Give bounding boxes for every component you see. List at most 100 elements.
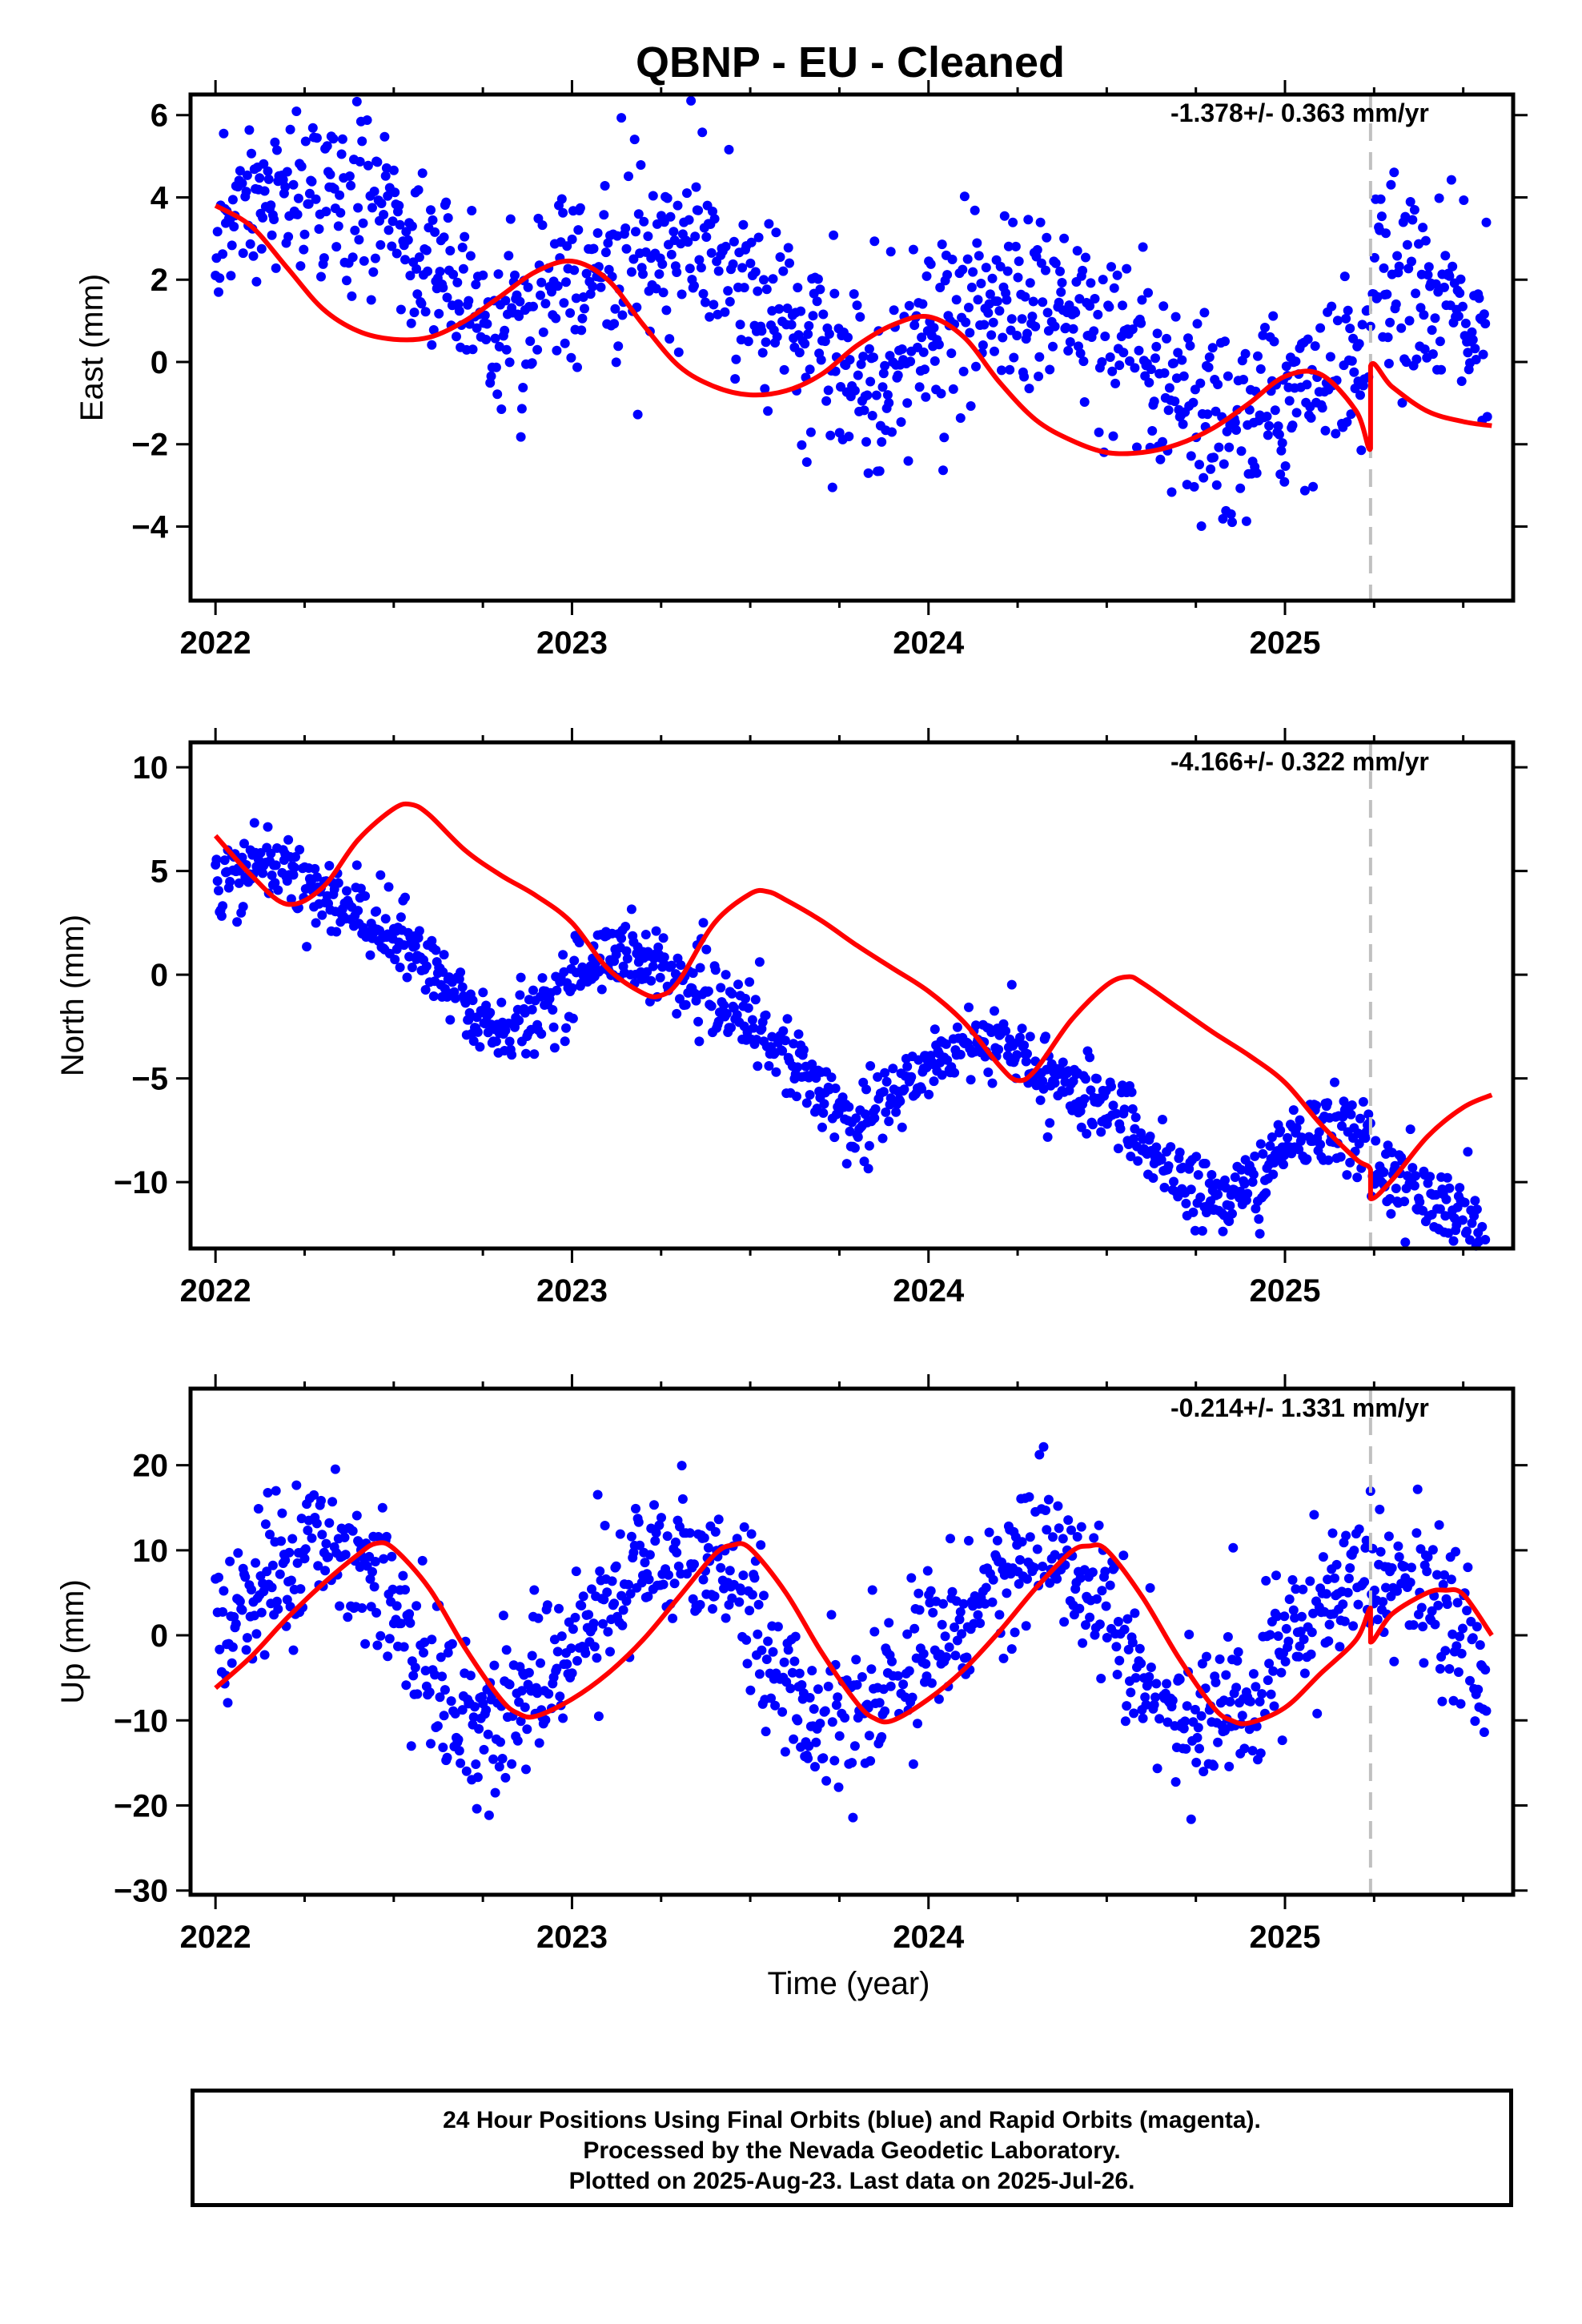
up-data-point — [1162, 1717, 1173, 1727]
up-data-point — [650, 1536, 661, 1546]
up-data-point — [437, 1671, 448, 1682]
east-data-point — [1163, 405, 1174, 416]
north-y-axis-label: North (mm) — [55, 915, 90, 1076]
north-data-point — [1480, 1235, 1491, 1244]
up-data-point — [1215, 1654, 1225, 1664]
north-data-point — [1415, 1196, 1425, 1207]
east-data-point — [438, 283, 448, 293]
up-data-point — [391, 1601, 402, 1611]
east-data-point — [959, 191, 970, 202]
east-data-point — [516, 404, 527, 414]
north-data-point — [267, 870, 277, 880]
east-data-point — [995, 261, 1006, 271]
east-data-point — [396, 304, 406, 315]
north-data-point — [234, 878, 244, 888]
east-data-point — [1376, 211, 1387, 222]
up-data-point — [259, 1586, 269, 1597]
north-data-point — [826, 1072, 837, 1083]
east-data-point — [1400, 211, 1411, 222]
north-data-point — [1224, 1216, 1235, 1226]
east-data-point — [293, 193, 303, 203]
north-data-point — [917, 1084, 927, 1094]
up-data-point — [501, 1645, 512, 1655]
north-data-point — [897, 1122, 907, 1132]
north-data-point — [491, 1036, 501, 1047]
north-data-point — [706, 1001, 717, 1011]
east-y-tick-label: 0 — [151, 345, 168, 380]
east-data-point — [853, 370, 863, 380]
up-data-point — [1237, 1711, 1247, 1721]
east-data-point — [1391, 299, 1401, 309]
up-data-point — [584, 1610, 594, 1620]
up-data-point — [783, 1645, 793, 1655]
up-data-point — [524, 1667, 534, 1678]
east-data-point — [893, 370, 903, 380]
east-data-point — [793, 283, 803, 293]
east-data-point — [600, 181, 610, 191]
up-data-point — [592, 1490, 603, 1500]
north-data-point — [681, 999, 691, 1010]
east-data-point — [783, 243, 793, 253]
up-data-point — [1442, 1599, 1452, 1610]
east-data-point — [738, 219, 749, 230]
east-data-point — [978, 340, 988, 350]
up-data-point — [721, 1613, 731, 1623]
up-data-point — [944, 1642, 954, 1652]
north-data-point — [1411, 1171, 1421, 1181]
north-data-point — [258, 868, 268, 879]
north-data-point — [1221, 1183, 1231, 1193]
north-data-point — [558, 950, 568, 960]
north-data-point — [621, 946, 632, 956]
up-data-point — [1170, 1777, 1181, 1787]
east-data-point — [1269, 336, 1279, 347]
east-data-point — [736, 335, 746, 345]
up-data-point — [447, 1638, 457, 1649]
east-data-point — [1279, 476, 1290, 487]
up-data-point — [807, 1666, 817, 1676]
east-data-point — [304, 188, 315, 199]
up-data-point — [738, 1570, 749, 1581]
north-data-point — [407, 963, 417, 972]
north-data-point — [552, 985, 562, 995]
up-data-point — [1078, 1638, 1088, 1648]
up-data-point — [1324, 1619, 1335, 1630]
north-data-point — [844, 1102, 854, 1112]
up-data-point — [241, 1645, 251, 1655]
up-data-point — [1122, 1614, 1133, 1624]
up-data-point — [633, 1517, 644, 1527]
up-data-point — [869, 1626, 880, 1637]
east-data-point — [803, 329, 813, 340]
up-data-point — [214, 1572, 223, 1582]
east-data-point — [844, 432, 854, 441]
up-data-point — [404, 1609, 415, 1619]
up-data-point — [1058, 1534, 1068, 1544]
east-data-point — [383, 225, 394, 235]
east-data-point — [457, 243, 468, 252]
up-data-point — [1017, 1537, 1027, 1547]
north-data-point — [644, 996, 655, 1007]
north-data-point — [971, 1020, 981, 1031]
up-data-point — [946, 1534, 955, 1544]
up-data-point — [921, 1671, 932, 1682]
up-data-point — [1233, 1647, 1243, 1657]
east-y-tick-label: 6 — [151, 99, 168, 134]
east-data-point — [492, 389, 503, 400]
up-data-point — [471, 1759, 481, 1769]
east-data-point — [267, 230, 277, 240]
up-data-point — [1452, 1641, 1462, 1651]
up-data-point — [1475, 1640, 1485, 1651]
east-data-point — [994, 306, 1005, 316]
north-data-point — [351, 860, 362, 870]
up-data-point — [420, 1666, 431, 1676]
east-data-point — [1382, 289, 1392, 300]
east-data-point — [599, 210, 609, 220]
north-rate-label: -4.166+/- 0.322 mm/yr — [1170, 747, 1429, 776]
up-data-point — [1041, 1506, 1050, 1515]
east-data-point — [1209, 452, 1219, 463]
north-data-point — [331, 927, 342, 937]
up-data-point — [488, 1754, 499, 1764]
up-data-point — [1101, 1601, 1111, 1611]
east-data-point — [1405, 197, 1415, 207]
up-fit-curve — [214, 1540, 1494, 1727]
north-data-point — [527, 1004, 537, 1015]
